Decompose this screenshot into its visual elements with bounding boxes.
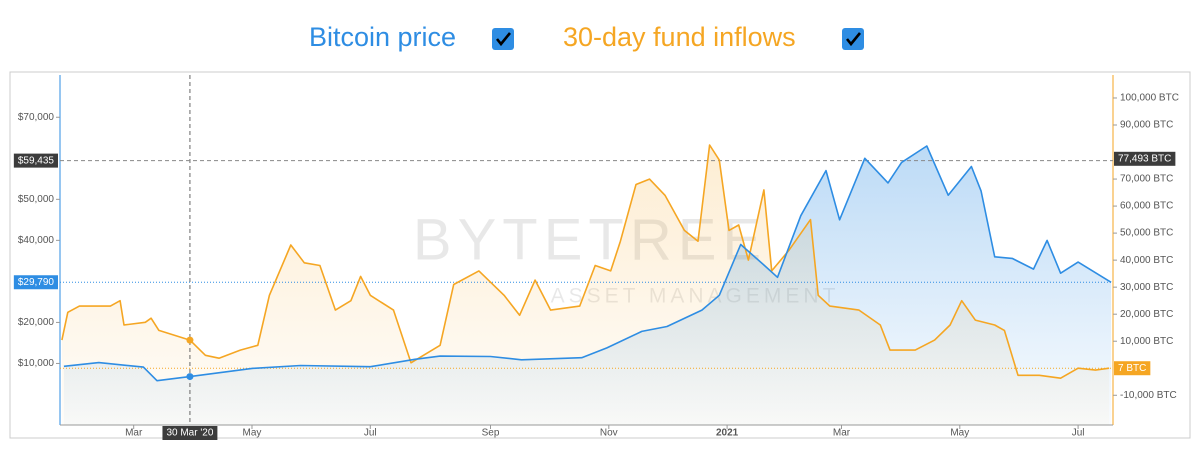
y2-tick-label: 70,000 BTC (1120, 174, 1173, 185)
crosshair-dot (186, 373, 194, 381)
y-tick-label: $40,000 (18, 235, 55, 246)
end-label-box (13, 275, 58, 290)
y2-tick-label: 50,000 BTC (1120, 228, 1173, 239)
crosshair-x-label: 30 Mar '20 (162, 426, 218, 440)
x-tick-label: May (950, 428, 969, 439)
y2-tick-label: 40,000 BTC (1120, 255, 1173, 266)
end-label: 7 BTC (1114, 361, 1151, 376)
y2-tick-label: 90,000 BTC (1120, 120, 1173, 131)
crosshair-x-box (162, 426, 218, 440)
y2-tick-label: 30,000 BTC (1120, 282, 1173, 293)
y2-tick-label: 60,000 BTC (1120, 201, 1173, 212)
end-label: $29,790 (13, 275, 58, 290)
y-tick-label: $20,000 (18, 317, 55, 328)
legend: Bitcoin price 30-day fund inflows (309, 22, 864, 52)
end-label-text: $29,790 (18, 277, 55, 288)
crosshair-y-label: $59,435 (13, 153, 58, 168)
y2-tick-label: 10,000 BTC (1120, 336, 1173, 347)
legend-label: 30-day fund inflows (563, 22, 796, 52)
legend-label: Bitcoin price (309, 22, 456, 52)
x-tick-label: Jul (364, 428, 377, 439)
y2-tick-label: 20,000 BTC (1120, 309, 1173, 320)
end-label-box (1114, 361, 1151, 376)
series-line (61, 144, 1110, 379)
crosshair-y2-label-box (1114, 151, 1176, 166)
x-tick-label: Mar (833, 428, 851, 439)
x-tick-label: May (243, 428, 262, 439)
x-tick-label: Jul (1072, 428, 1085, 439)
plot: BYTETREEASSET MANAGEMENT$10,000$20,000$4… (13, 75, 1179, 440)
crosshair-y-label-text: $59,435 (18, 155, 55, 166)
legend-checkbox[interactable] (492, 28, 514, 50)
crosshair-y2-label-text: 77,493 BTC (1118, 153, 1171, 164)
y-tick-label: $50,000 (18, 194, 55, 205)
crosshair-x-text: 30 Mar '20 (166, 428, 213, 439)
series-line (63, 145, 1112, 382)
y2-tick-label: 100,000 BTC (1120, 93, 1179, 104)
y-tick-label: $10,000 (18, 358, 55, 369)
x-tick-label: Mar (125, 428, 143, 439)
legend-checkbox[interactable] (842, 28, 864, 50)
x-tick-label: Sep (482, 428, 500, 439)
crosshair-y-label-box (13, 153, 58, 168)
end-label-text: 7 BTC (1118, 363, 1146, 374)
area-fill (63, 146, 1112, 425)
crosshair-y2-label: 77,493 BTC (1114, 151, 1176, 166)
x-tick-label: 2021 (716, 428, 739, 439)
y2-tick-label: -10,000 BTC (1120, 390, 1177, 401)
y-tick-label: $70,000 (18, 112, 55, 123)
x-tick-label: Nov (600, 428, 618, 439)
crosshair-dot (186, 336, 194, 344)
